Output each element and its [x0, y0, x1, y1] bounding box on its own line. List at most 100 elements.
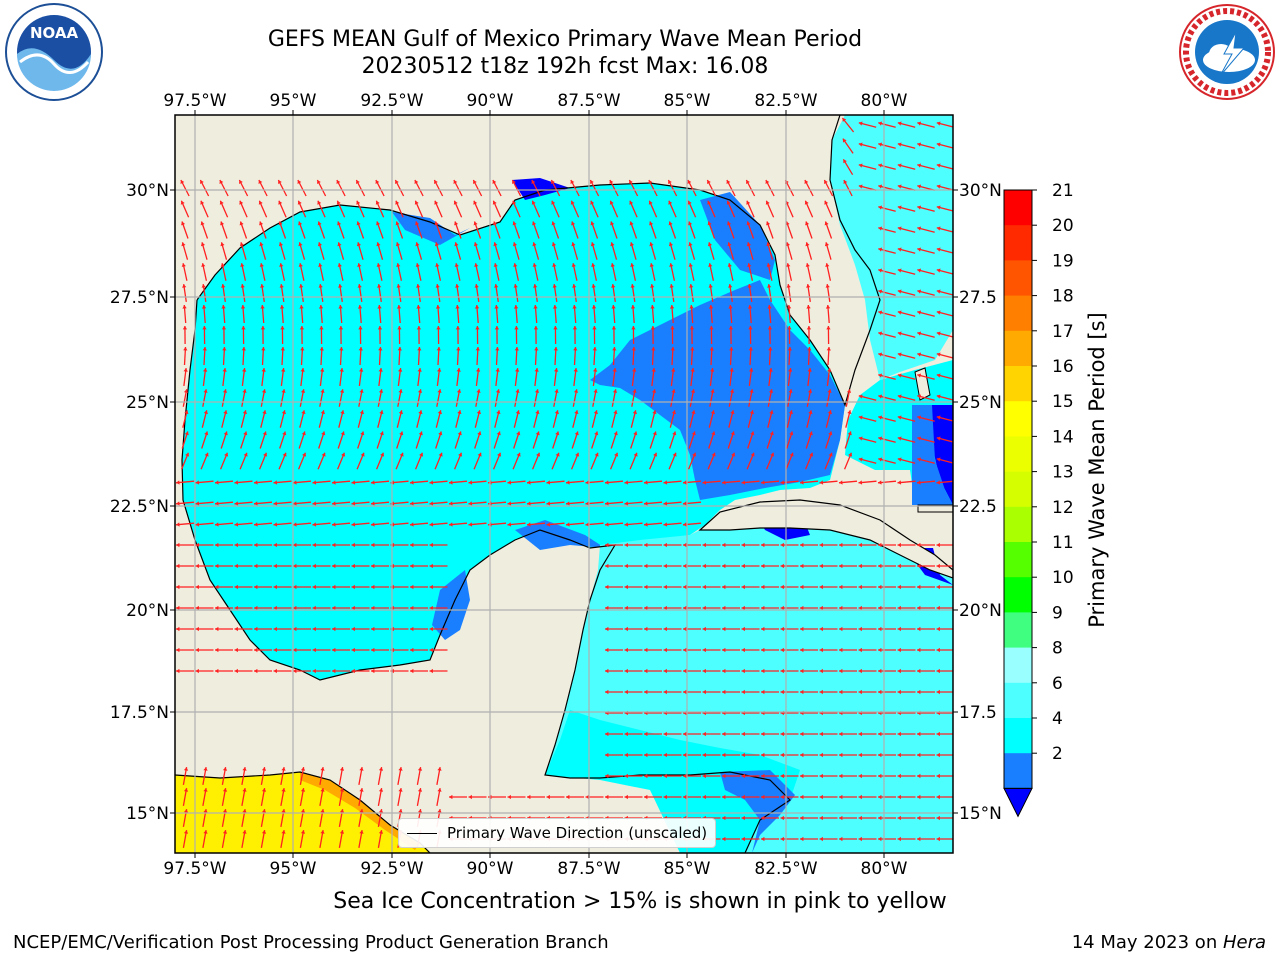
lon-label-bottom: 97.5°W [163, 859, 226, 879]
colorbar-segment [1004, 506, 1032, 543]
colorbar-tick-label: 6 [1052, 674, 1063, 694]
colorbar-tick-label: 19 [1052, 251, 1074, 271]
lat-label-left: 20°N [126, 601, 169, 621]
colorbar-tick-label: 13 [1052, 463, 1074, 483]
colorbar-tick-label: 10 [1052, 568, 1074, 588]
colorbar-segment [1004, 260, 1032, 297]
colorbar-segment [1004, 225, 1032, 261]
map-legend: Primary Wave Direction (unscaled) [398, 818, 717, 848]
colorbar-tick-labels: 21 20 19 18 17 16 15 14 13 12 11 10 9 8 6 4 2 [1052, 181, 1074, 764]
footer-host: Hera [1222, 932, 1266, 953]
lon-label-bottom: 87.5°W [557, 859, 620, 879]
colorbar-tick-label: 16 [1052, 357, 1074, 377]
latitude-labels-right: 30°N 27.5 25°N 22.5 20°N 17.5 15°N [959, 181, 1002, 824]
footer-date-text: 14 May 2023 on [1071, 932, 1223, 953]
colorbar-tick-label: 2 [1052, 744, 1063, 764]
lon-label-bottom: 92.5°W [360, 859, 423, 879]
lat-label-right: 25°N [959, 393, 1002, 413]
colorbar-segment [1004, 612, 1032, 649]
wave-direction-arrows [175, 117, 953, 849]
lon-label-top: 95°W [270, 91, 317, 111]
lon-label-top: 97.5°W [163, 91, 226, 111]
caribbean-inner-water [545, 710, 800, 853]
yucatan-shelf-water [515, 520, 605, 550]
colorbar-tick-label: 8 [1052, 639, 1063, 659]
colorbar-tick-label: 9 [1052, 603, 1063, 623]
colorbar-segment [1004, 366, 1032, 402]
latitude-labels-left: 30°N 27.5°N 25°N 22.5°N 20°N 17.5°N 15°N [110, 181, 169, 824]
colorbar-segment [1004, 682, 1032, 719]
colorbar-tick-label: 20 [1052, 216, 1074, 236]
lat-label-right: 17.5 [959, 703, 997, 723]
colorbar-tick-label: 21 [1052, 181, 1074, 201]
legend-label: Primary Wave Direction (unscaled) [447, 824, 708, 842]
colorbar-tick-label: 18 [1052, 287, 1074, 307]
eastern-gulf-deep [590, 280, 845, 500]
colorbar-segment [1004, 718, 1032, 754]
lon-label-top: 90°W [467, 91, 514, 111]
lon-label-top: 82.5°W [754, 91, 817, 111]
lat-label-right: 27.5 [959, 288, 997, 308]
lon-label-bottom: 95°W [270, 859, 317, 879]
lon-label-top: 92.5°W [360, 91, 423, 111]
lat-label-right: 20°N [959, 601, 1002, 621]
colorbar-segment [1004, 190, 1032, 226]
colorbar-segment [1004, 542, 1032, 578]
atlantic-water [830, 115, 953, 380]
bahamas-land [914, 367, 953, 513]
pacific-ice-edge [300, 772, 420, 850]
colorbar-tick-label: 4 [1052, 709, 1063, 729]
mexico-coastline [181, 299, 791, 853]
colorbar-tick-label: 15 [1052, 392, 1074, 412]
lon-label-top: 87.5°W [557, 91, 620, 111]
campeche-shelf-water [432, 570, 470, 640]
colorbar-segment [1004, 295, 1032, 332]
colorbar-extend-triangle [1003, 787, 1033, 818]
colorbar-segment [1004, 753, 1032, 789]
florida-shelf-water [700, 192, 775, 280]
svg-text:NOAA: NOAA [30, 24, 79, 42]
gulf-water [182, 183, 845, 680]
mississippi-shelf-water [392, 212, 470, 245]
colorbar-segment [1004, 436, 1032, 473]
colorbar-label: Primary Wave Mean Period [s] [1085, 312, 1109, 628]
lat-label-left: 25°N [126, 393, 169, 413]
map-gridlines [175, 115, 953, 853]
lat-label-right: 15°N [959, 804, 1002, 824]
colorbar-segment [1004, 577, 1032, 613]
longitude-labels-bottom: 97.5°W 95°W 92.5°W 90°W 87.5°W 85°W 82.5°W 80°W [163, 859, 907, 879]
lon-label-bottom: 85°W [664, 859, 711, 879]
colorbar-tick-label: 11 [1052, 533, 1074, 553]
gulf-coastline [196, 115, 881, 407]
colorbar-segment [1004, 330, 1032, 367]
lon-label-bottom: 80°W [861, 859, 908, 879]
lat-label-left: 17.5°N [110, 703, 169, 723]
lat-label-left: 27.5°N [110, 288, 169, 308]
panhandle-deep [512, 178, 570, 200]
lon-label-top: 85°W [664, 91, 711, 111]
colorbar-segment [1004, 471, 1032, 508]
lon-label-top: 80°W [861, 91, 908, 111]
colorbar-tick-label: 14 [1052, 427, 1074, 447]
lon-label-bottom: 82.5°W [754, 859, 817, 879]
nws-logo [1179, 4, 1275, 100]
colorbar-tick-label: 12 [1052, 498, 1074, 518]
legend-line-icon [407, 832, 437, 834]
lon-label-bottom: 90°W [467, 859, 514, 879]
longitude-labels-top: 97.5°W 95°W 92.5°W 90°W 87.5°W 85°W 82.5°W 80°W [163, 91, 907, 111]
chart-subtitle: 20230512 t18z 192h fcst Max: 16.08 [361, 54, 769, 79]
footer-date: 14 May 2023 on Hera [1072, 932, 1266, 953]
lat-label-right: 30°N [959, 181, 1002, 201]
lat-label-left: 22.5°N [110, 497, 169, 517]
colorbar-segment [1004, 647, 1032, 684]
colorbar-tick-label: 17 [1052, 322, 1074, 342]
lat-label-right: 22.5 [959, 497, 997, 517]
sea-ice-note: Sea Ice Concentration > 15% is shown in … [333, 889, 947, 914]
honduras-shelf-water [720, 770, 795, 853]
colorbar [1003, 189, 1037, 818]
bahamas-deep [932, 405, 953, 505]
noaa-logo: NOAA [5, 3, 103, 101]
footer-credit: NCEP/EMC/Verification Post Processing Pr… [13, 932, 609, 953]
lat-label-left: 30°N [126, 181, 169, 201]
